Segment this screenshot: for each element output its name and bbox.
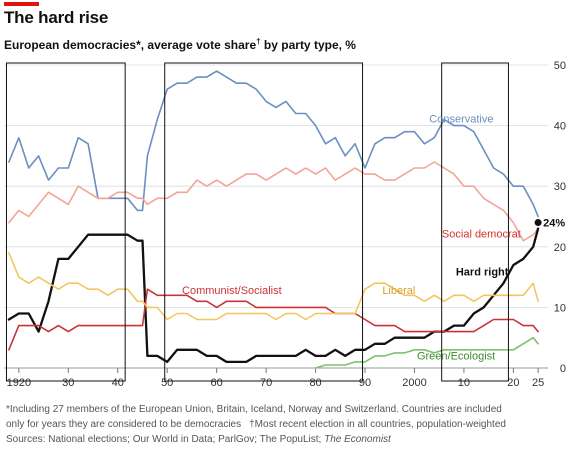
series-line-liberal xyxy=(8,252,539,321)
series-label-conservative: Conservative xyxy=(429,114,493,126)
end-marker-label: 24% xyxy=(543,218,565,230)
subtitle-dagger: † xyxy=(256,37,261,46)
series-label-hard-right: Hard right xyxy=(456,266,509,278)
highlight-period-frame-2 xyxy=(164,62,364,382)
series-line-hard-right xyxy=(7,227,540,364)
series-label-social-democrat: Social democrat xyxy=(442,229,521,241)
footnote-line-1: *Including 27 members of the European Un… xyxy=(6,404,502,415)
x-tick-label: 80 xyxy=(309,377,321,389)
footnote-democracies: only for years they are considered to be… xyxy=(6,419,242,430)
x-tick-label: 40 xyxy=(112,377,124,389)
footnote-recent-election: †Most recent election in all countries, … xyxy=(249,419,506,430)
series-label-liberal: Liberal xyxy=(382,285,415,297)
x-tick-label: 60 xyxy=(211,377,223,389)
x-tick-label: 50 xyxy=(161,377,173,389)
x-tick-label: 1920 xyxy=(7,377,31,389)
y-tick-label: 0 xyxy=(560,363,566,375)
highlight-period-frame-3 xyxy=(441,62,509,382)
y-tick-label: 30 xyxy=(554,181,566,193)
footnote-sources: Sources: National elections; Our World i… xyxy=(6,432,571,447)
series-line-conservative xyxy=(8,70,539,218)
subtitle-star: * xyxy=(136,38,141,52)
y-tick-label: 10 xyxy=(554,302,566,314)
accent-bar xyxy=(4,2,39,6)
footnotes: *Including 27 members of the European Un… xyxy=(6,402,571,447)
subtitle-main: European democracies xyxy=(4,38,137,52)
x-tick-label: 90 xyxy=(359,377,371,389)
y-tick-label: 20 xyxy=(554,242,566,254)
footnote-line-2: only for years they are considered to be… xyxy=(6,417,571,432)
subtitle-mid: , average vote share xyxy=(140,38,257,52)
series-line-communist-socialist xyxy=(8,288,539,351)
x-tick-label: 20 xyxy=(507,377,519,389)
x-tick-label: 30 xyxy=(62,377,74,389)
page-title: The hard rise xyxy=(4,8,109,27)
series-label-communist-socialist: Communist/Socialist xyxy=(182,285,282,297)
chart-subtitle: European democracies*, average vote shar… xyxy=(4,37,356,52)
highlight-period-frame-1 xyxy=(5,62,126,382)
sources-text: Sources: National elections; Our World i… xyxy=(6,434,325,445)
x-tick-label: 10 xyxy=(458,377,470,389)
y-tick-label: 40 xyxy=(554,121,566,133)
y-tick-label: 50 xyxy=(554,60,566,72)
series-line-social-democrat xyxy=(8,161,539,242)
line-chart: 0 10 20 30 40 50 1920 30 40 50 60 70 80 90 2000 10 20 25 C… xyxy=(4,60,566,389)
x-tick-label: 25 xyxy=(532,377,544,389)
sources-publication: The Economist xyxy=(324,434,391,445)
series-line-green-ecologist xyxy=(314,336,539,369)
end-marker-dot xyxy=(534,219,542,227)
x-tick-label: 2000 xyxy=(402,377,426,389)
x-tick-label: 70 xyxy=(260,377,272,389)
series-label-green-ecologist: Green/Ecologist xyxy=(417,351,495,363)
subtitle-end: by party type, % xyxy=(260,38,356,52)
